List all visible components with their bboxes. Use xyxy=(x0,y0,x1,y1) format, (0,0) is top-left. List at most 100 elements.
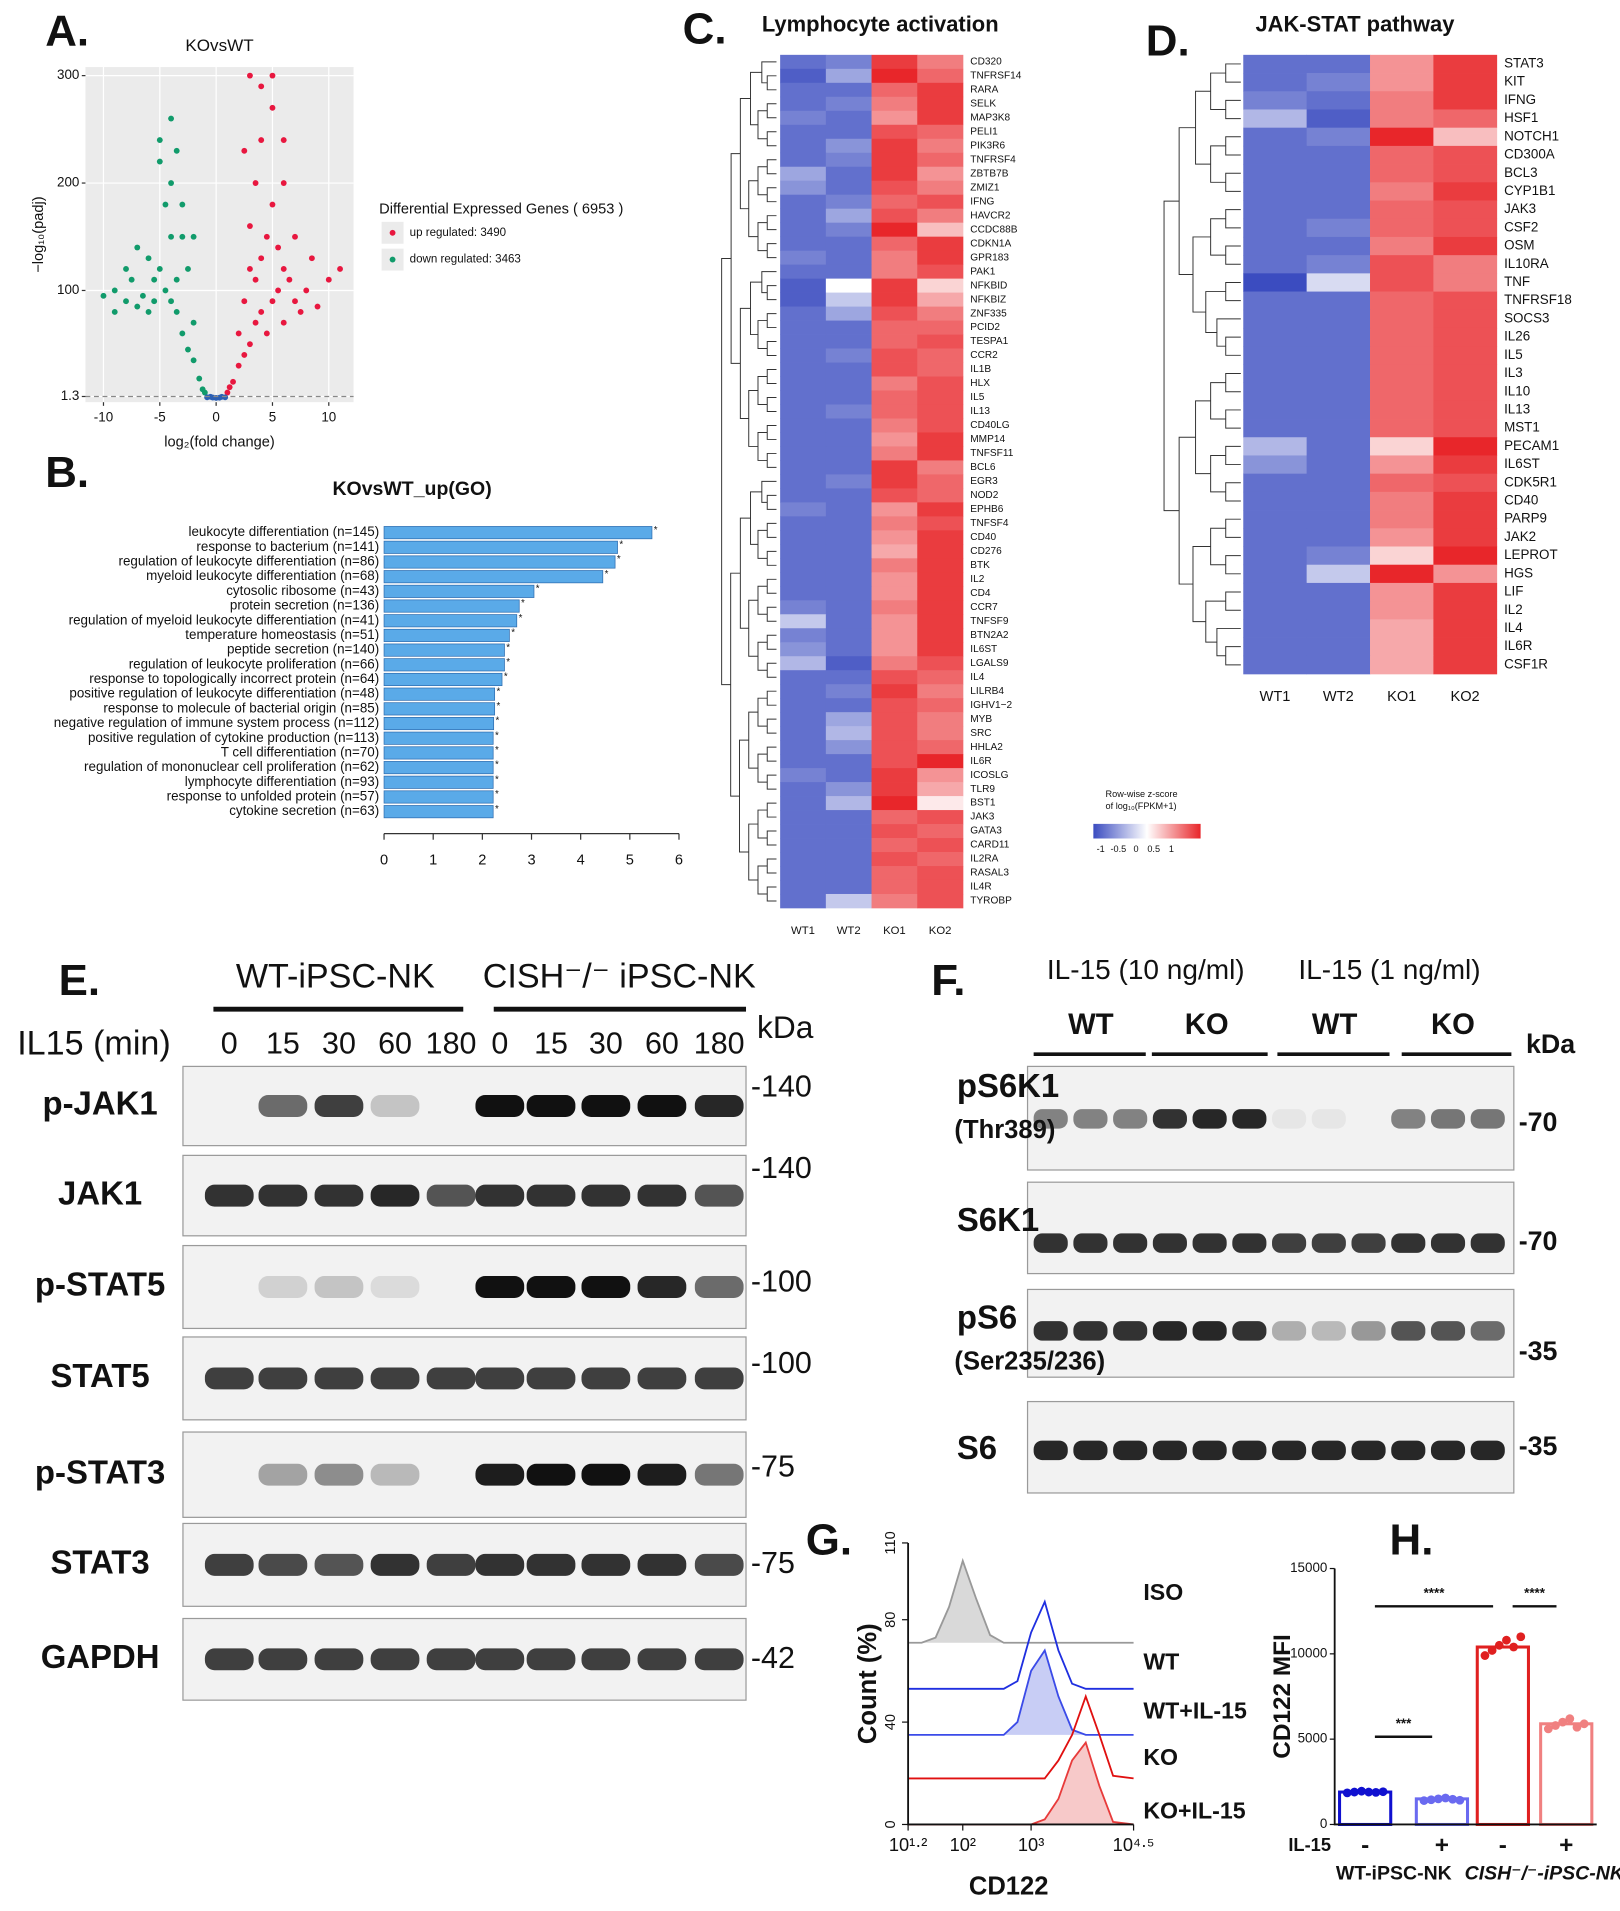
heatmap-cell xyxy=(1306,601,1371,620)
row-label: OSM xyxy=(1504,238,1535,253)
row-label: IL13 xyxy=(970,406,990,417)
blot-band xyxy=(1192,1440,1227,1461)
heatmap-cell xyxy=(825,796,872,811)
bar xyxy=(383,805,494,819)
blot-band xyxy=(204,1553,254,1576)
data-point xyxy=(1426,1795,1436,1805)
heatmap-cell xyxy=(780,362,827,377)
unit-label: kDa xyxy=(1526,1029,1576,1059)
point xyxy=(247,223,253,229)
blot-label: STAT3 xyxy=(50,1544,149,1581)
heatmap-cell xyxy=(1243,218,1308,238)
heatmap-cell xyxy=(1433,364,1498,383)
category-title: IL-15 xyxy=(1288,1834,1331,1855)
dendrogram-branch xyxy=(1205,600,1226,643)
point xyxy=(263,330,270,337)
blot-band xyxy=(204,1184,254,1207)
heatmap-cell xyxy=(1306,473,1371,493)
heatmap-cell xyxy=(917,544,964,559)
y-tick-label: 200 xyxy=(57,175,79,190)
y-tick-label: T cell differentiation (n=70) xyxy=(221,744,379,759)
y-tick-label: lymphocyte differentiation (n=93) xyxy=(185,774,379,789)
point xyxy=(269,298,276,305)
legend-marker xyxy=(389,229,396,236)
heatmap-cell xyxy=(1433,218,1498,238)
dendrogram-branch xyxy=(1192,546,1211,623)
heatmap-cell xyxy=(917,712,964,727)
panel-label: C. xyxy=(683,4,727,53)
blot-band xyxy=(1033,1233,1068,1253)
heatmap-cell xyxy=(871,656,918,671)
blot-band xyxy=(258,1276,308,1298)
dendrogram-branch xyxy=(1225,646,1241,666)
row-label: NOTCH1 xyxy=(1504,128,1559,143)
row-label: IL2 xyxy=(970,574,984,585)
heatmap-cell xyxy=(871,684,918,699)
row-label: IGHV1−2 xyxy=(970,700,1012,711)
blot-band xyxy=(1391,1321,1426,1341)
dendrogram-branch xyxy=(757,376,768,405)
dendrogram-branch xyxy=(750,491,762,545)
heatmap-cell xyxy=(825,390,872,405)
dendrogram-branch xyxy=(757,641,768,671)
data-point xyxy=(1509,1642,1518,1652)
heatmap-cell xyxy=(1306,91,1371,110)
blot-band xyxy=(475,1553,525,1576)
blot-band xyxy=(370,1553,420,1576)
heatmap-cell xyxy=(1433,236,1498,256)
heatmap-cell xyxy=(871,544,918,559)
row-label: HLX xyxy=(970,378,990,389)
heatmap-cell xyxy=(917,432,964,447)
point xyxy=(168,180,174,186)
heatmap-cell xyxy=(1433,164,1498,183)
heatmap-cell xyxy=(917,96,964,112)
dendrogram-branch xyxy=(1192,236,1211,313)
point xyxy=(168,115,174,122)
bar xyxy=(383,790,494,804)
row-label: ZNF335 xyxy=(970,308,1007,319)
heatmap-cell xyxy=(780,824,827,839)
heatmap-cell xyxy=(871,796,918,811)
heatmap-cell xyxy=(1306,655,1371,675)
y-tick-label: 10000 xyxy=(1290,1645,1327,1660)
heatmap-cell xyxy=(1243,564,1308,584)
point xyxy=(252,319,259,326)
point xyxy=(280,266,287,272)
heatmap-cell xyxy=(825,348,872,363)
x-tick-label: 10³ xyxy=(1018,1834,1044,1855)
series-label: KO+IL-15 xyxy=(1143,1797,1245,1823)
row-label: IL4 xyxy=(1504,620,1523,635)
heatmap-cell xyxy=(871,614,918,629)
dendrogram-branch xyxy=(1225,172,1241,192)
heatmap-cell xyxy=(825,852,872,867)
blot-band xyxy=(205,1464,254,1486)
row-label: IL10 xyxy=(1504,383,1530,398)
x-tick-label: -10 xyxy=(94,410,113,425)
heatmap-cell xyxy=(780,278,827,293)
point xyxy=(258,83,265,90)
heatmap-cell xyxy=(1243,91,1308,110)
data-point xyxy=(1364,1787,1374,1797)
bar xyxy=(383,643,505,657)
point xyxy=(151,276,158,283)
heatmap-cell xyxy=(825,208,872,224)
point xyxy=(286,276,293,283)
heatmap-cell xyxy=(1370,127,1434,147)
lane-label: 15 xyxy=(266,1027,300,1061)
heatmap-cell xyxy=(780,544,827,559)
blot-label: S6 xyxy=(957,1429,997,1466)
dendrogram-branch xyxy=(1216,318,1241,347)
dendrogram-branch xyxy=(1216,627,1241,657)
heatmap-cell xyxy=(780,670,827,685)
heatmap-cell xyxy=(780,222,827,238)
row-label: SELK xyxy=(970,98,996,109)
x-tick-label: + xyxy=(1435,1832,1449,1859)
row-label: PCID2 xyxy=(970,322,1000,333)
blot-band xyxy=(581,1367,631,1390)
significance-label: * xyxy=(496,701,500,712)
data-point xyxy=(1494,1640,1504,1650)
area xyxy=(908,1560,1134,1643)
blot-band xyxy=(694,1276,744,1298)
heatmap-cell xyxy=(825,82,872,98)
significance-label: **** xyxy=(1424,1586,1446,1601)
